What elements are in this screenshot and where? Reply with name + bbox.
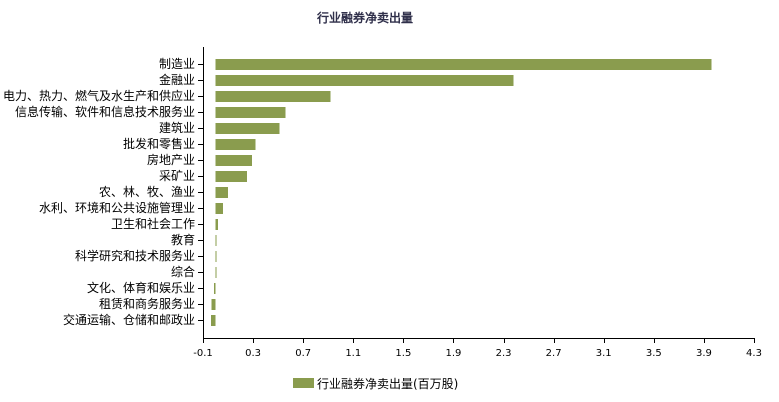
bar [215, 187, 229, 198]
category-label: 农、林、牧、渔业 [99, 185, 195, 199]
category-label: 电力、热力、燃气及水生产和供应业 [3, 88, 195, 103]
bar [215, 75, 514, 86]
category-label: 交通运输、仓储和邮政业 [63, 312, 195, 327]
x-tick-label: 1.5 [395, 348, 411, 359]
category-label: 综合 [171, 264, 195, 279]
x-tick-label: 2.3 [496, 348, 512, 359]
bar [215, 155, 252, 166]
bar [215, 139, 256, 150]
bar [215, 59, 712, 70]
bar [214, 283, 216, 294]
x-axis-tick-labels: -0.1 0.3 0.7 1.1 1.5 1.9 2.3 2.7 3.1 3.5 3.9 4.3 [193, 348, 762, 359]
legend-item[interactable]: 行业融券净卖出量(百万股) [293, 376, 458, 391]
bar [215, 219, 219, 230]
x-tick-label: 1.9 [446, 348, 462, 359]
category-label: 水利、环境和公共设施管理业 [39, 200, 195, 215]
category-label: 文化、体育和娱乐业 [87, 280, 195, 295]
chart-title: 行业融券净卖出量 [316, 10, 413, 25]
category-label: 批发和零售业 [123, 136, 195, 151]
bar [215, 267, 217, 278]
x-tick-label: -0.1 [193, 348, 213, 359]
category-label: 卫生和社会工作 [111, 216, 195, 231]
category-label: 金融业 [159, 72, 195, 87]
bar [215, 235, 217, 246]
x-tick-label: 2.7 [546, 348, 562, 359]
bar [215, 251, 217, 262]
category-label: 租赁和商务服务业 [99, 296, 195, 311]
bar [215, 203, 224, 214]
bars [210, 59, 712, 326]
bar [210, 315, 216, 326]
category-label: 建筑业 [159, 120, 195, 135]
x-tick-label: 1.1 [345, 348, 361, 359]
x-tick-label: 0.7 [295, 348, 311, 359]
category-label: 制造业 [159, 57, 195, 71]
bar [215, 91, 331, 102]
bar [215, 123, 280, 134]
legend-swatch [293, 378, 314, 388]
category-label: 教育 [171, 232, 195, 247]
category-label: 房地产业 [147, 152, 195, 167]
bar [215, 107, 286, 118]
x-tick-label: 3.1 [596, 348, 612, 359]
category-label: 信息传输、软件和信息技术服务业 [15, 104, 195, 119]
x-tick-label: 3.5 [646, 348, 662, 359]
legend-label: 行业融券净卖出量(百万股) [317, 376, 458, 391]
x-tick-label: 4.3 [746, 348, 762, 359]
category-labels: 制造业金融业电力、热力、燃气及水生产和供应业信息传输、软件和信息技术服务业建筑业… [3, 57, 195, 327]
x-tick-label: 3.9 [696, 348, 712, 359]
category-label: 采矿业 [159, 169, 195, 183]
category-label: 科学研究和技术服务业 [75, 248, 195, 263]
x-tick-label: 0.3 [245, 348, 261, 359]
y-axis-ticks [198, 64, 203, 321]
bar [215, 171, 247, 182]
bar [211, 299, 216, 310]
